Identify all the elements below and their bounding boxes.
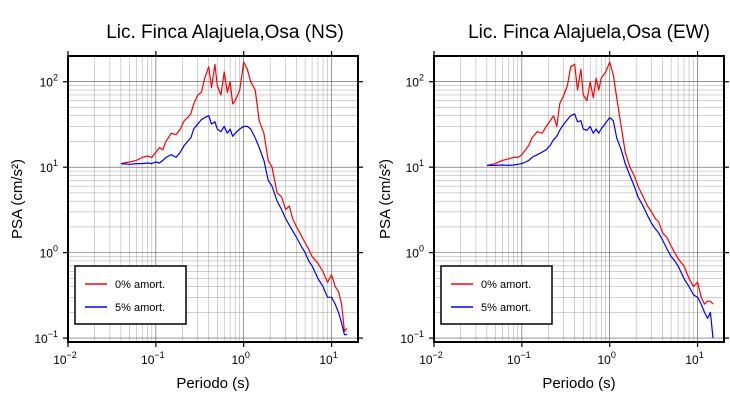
series-line-0pct <box>120 61 348 332</box>
x-tick-label: 101 <box>685 350 703 367</box>
y-tick-label: 101 <box>406 158 424 175</box>
x-axis-label: Periodo (s) <box>542 375 615 392</box>
axis-ticks <box>63 51 363 347</box>
x-tick-label: 100 <box>232 350 250 367</box>
legend-box <box>74 265 187 325</box>
y-axis-label: PSA (cm/s²) <box>9 159 26 239</box>
y-tick-label: 10−1 <box>400 329 424 346</box>
axis-ticks <box>429 51 729 347</box>
legend: 0% amort. 5% amort. <box>74 265 187 325</box>
x-tick-label: 10−1 <box>507 350 531 367</box>
y-axis-label: PSA (cm/s²) <box>377 159 394 239</box>
y-tick-label: 100 <box>406 244 424 261</box>
legend-box <box>440 265 553 325</box>
x-axis-label: Periodo (s) <box>176 375 249 392</box>
x-tick-label: 10−1 <box>141 350 165 367</box>
y-tick-label: 102 <box>406 73 424 90</box>
x-tick-label: 100 <box>598 350 616 367</box>
series-line-5pct <box>120 115 347 336</box>
legend-entry: 0% amort. <box>115 279 165 291</box>
series-line-5pct <box>486 113 714 339</box>
x-tick-label: 101 <box>319 350 337 367</box>
chart-title: Lic. Finca Alajuela,Osa (EW) <box>468 22 710 43</box>
legend-entry: 5% amort. <box>115 302 165 314</box>
x-tick-label: 10−2 <box>53 350 77 367</box>
chart-panel-ns: Lic. Finca Alajuela,Osa (NS) 10−2 10−1 100 1… <box>9 22 363 392</box>
series-group <box>486 61 714 339</box>
legend: 0% amort. 5% amort. <box>440 265 553 325</box>
x-tick-label: 10−2 <box>419 350 443 367</box>
y-tick-label: 10−1 <box>34 329 58 346</box>
grid <box>67 55 359 343</box>
chart-title: Lic. Finca Alajuela,Osa (NS) <box>106 22 344 43</box>
y-tick-label: 100 <box>40 244 58 261</box>
plot-frame <box>433 55 725 343</box>
y-tick-label: 102 <box>40 73 58 90</box>
series-line-0pct <box>486 61 714 305</box>
series-group <box>120 61 348 336</box>
chart-panel-ew: Lic. Finca Alajuela,Osa (EW) 10−2 10−1 100 1… <box>377 22 729 392</box>
legend-entry: 0% amort. <box>481 279 531 291</box>
plot-frame <box>67 55 359 343</box>
legend-entry: 5% amort. <box>481 302 531 314</box>
y-tick-label: 101 <box>40 158 58 175</box>
